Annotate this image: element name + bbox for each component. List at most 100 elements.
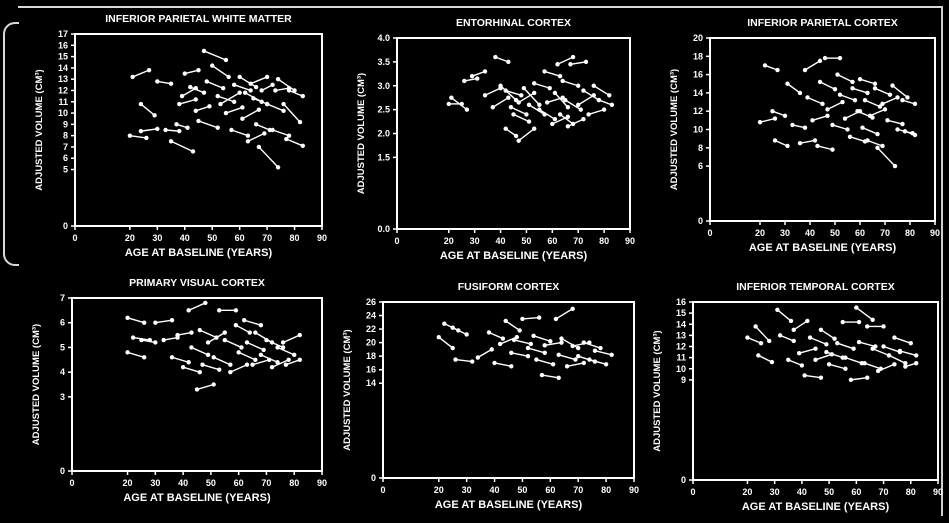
- data-point: [501, 336, 505, 340]
- plot-frame: [693, 302, 938, 480]
- data-point: [506, 60, 510, 64]
- y-tick-label: 10: [58, 108, 68, 118]
- data-point: [264, 338, 268, 342]
- series-line: [524, 88, 540, 105]
- series-line: [231, 130, 247, 136]
- data-point: [139, 338, 143, 342]
- data-point: [848, 135, 852, 139]
- data-point: [139, 129, 143, 133]
- data-point: [216, 126, 220, 130]
- data-point: [553, 117, 557, 121]
- series-line: [559, 355, 576, 360]
- series-line: [514, 340, 531, 344]
- series-line: [816, 354, 832, 360]
- data-point: [581, 88, 585, 92]
- data-point: [245, 340, 249, 344]
- data-point: [763, 63, 767, 67]
- data-point: [825, 114, 829, 118]
- data-point: [183, 71, 187, 75]
- data-point: [548, 339, 552, 343]
- series-line: [519, 129, 535, 141]
- data-point: [483, 93, 487, 97]
- series-line: [133, 70, 149, 77]
- series-line: [794, 321, 808, 330]
- series-line: [808, 97, 823, 103]
- series-line: [244, 320, 261, 325]
- plot-frame: [710, 38, 935, 221]
- data-point: [778, 333, 782, 337]
- y-tick-label: 3.0: [377, 81, 390, 91]
- data-point: [301, 94, 305, 98]
- x-tick-label: 60: [545, 485, 555, 495]
- data-point: [248, 81, 252, 85]
- x-tick-label: 70: [262, 233, 272, 243]
- y-tick-label: 12: [58, 85, 68, 95]
- data-point: [892, 335, 896, 339]
- series-line: [278, 347, 295, 354]
- data-point: [783, 114, 787, 118]
- x-tick-label: 0: [707, 228, 712, 238]
- series-line: [171, 141, 193, 151]
- data-point: [509, 105, 513, 109]
- series-line: [495, 363, 512, 366]
- data-point: [475, 76, 479, 80]
- data-point: [802, 373, 806, 377]
- x-tick-label: 70: [573, 236, 583, 246]
- data-point: [447, 102, 451, 106]
- data-point: [767, 339, 771, 343]
- data-point: [498, 342, 502, 346]
- data-point: [506, 95, 510, 99]
- data-point: [873, 82, 877, 86]
- data-point: [298, 358, 302, 362]
- y-axis-label: ADJUSTED VOLUME (CM³): [669, 69, 680, 190]
- data-point: [587, 357, 591, 361]
- data-point: [180, 94, 184, 98]
- x-tick-label: 20: [125, 233, 135, 243]
- y-tick-label: 6: [60, 318, 65, 328]
- series-line: [589, 360, 606, 365]
- data-point: [785, 144, 789, 148]
- y-tick-label: 9: [63, 119, 68, 129]
- x-tick-label: 90: [317, 233, 327, 243]
- data-point: [470, 74, 474, 78]
- series-line: [230, 365, 247, 372]
- data-point: [815, 144, 819, 148]
- y-tick-label: 14: [676, 319, 686, 329]
- data-point: [913, 133, 917, 137]
- x-tick-label: 0: [380, 485, 385, 495]
- data-point: [257, 145, 261, 149]
- series-line: [856, 308, 872, 320]
- data-point: [900, 98, 904, 102]
- data-point: [870, 347, 874, 351]
- data-point: [554, 317, 558, 321]
- series-line: [758, 355, 772, 362]
- data-point: [602, 107, 606, 111]
- data-point: [504, 319, 508, 323]
- data-point: [597, 98, 601, 102]
- data-point: [881, 344, 885, 348]
- series-line: [197, 385, 214, 390]
- data-point: [265, 102, 269, 106]
- series-line: [760, 119, 775, 123]
- series-line: [485, 88, 501, 95]
- series-line: [828, 102, 843, 109]
- x-tick-label: 70: [261, 478, 271, 488]
- data-point: [885, 118, 889, 122]
- series-line: [212, 66, 228, 77]
- series-line: [528, 348, 545, 353]
- data-point: [537, 103, 541, 107]
- data-point: [493, 55, 497, 59]
- series-line: [780, 335, 794, 341]
- series-line: [584, 343, 601, 348]
- chart-title: INFERIOR TEMPORAL CORTEX: [736, 281, 894, 293]
- data-point: [240, 117, 244, 121]
- data-point: [565, 364, 569, 368]
- data-point: [559, 336, 563, 340]
- data-point: [250, 363, 254, 367]
- data-point: [792, 328, 796, 332]
- data-point: [888, 93, 892, 97]
- data-point: [229, 128, 233, 132]
- series-line: [251, 77, 267, 84]
- data-point: [253, 330, 257, 334]
- y-tick-label: 6: [698, 161, 703, 171]
